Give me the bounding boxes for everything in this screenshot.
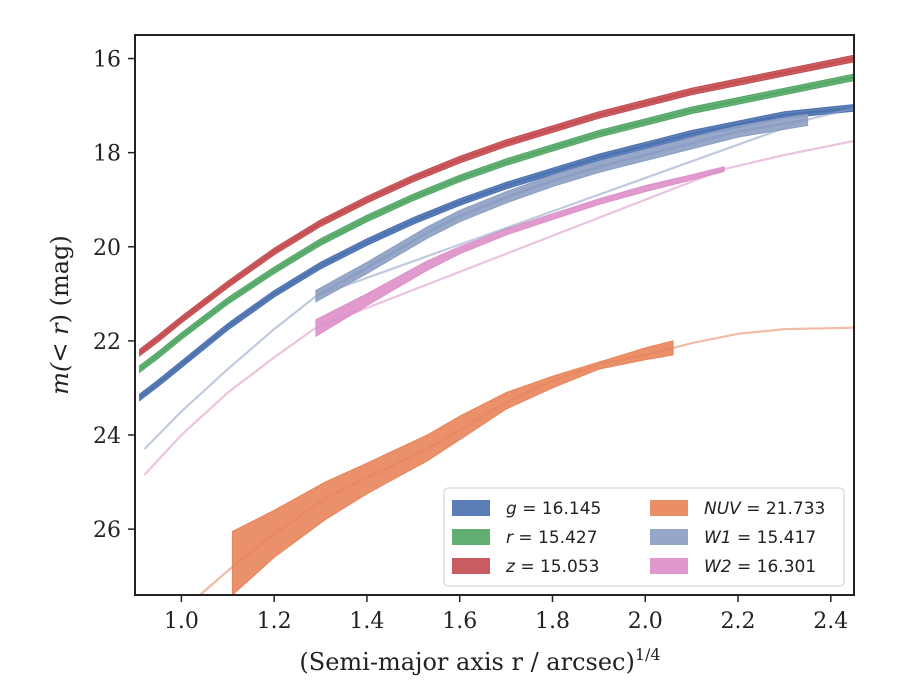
legend-label-w1: W1 = 15.417: [704, 528, 816, 548]
y-axis-label: m(< r) (mag): [46, 235, 74, 395]
series-z-line: [138, 57, 855, 354]
legend-label-r-value: = 15.427: [513, 528, 598, 548]
legend-frame: [443, 487, 845, 587]
y-tick-label: 20: [93, 236, 121, 261]
legend-label-z: z = 15.053: [505, 557, 599, 577]
x-axis-label: (Semi-major axis r / arcsec)1/4: [299, 645, 660, 676]
y-tick-label: 18: [93, 142, 121, 167]
legend-label-w2: W2 = 16.301: [704, 557, 816, 577]
legend-label-nuv: NUV = 21.733: [704, 499, 825, 519]
series-w1-line: [315, 118, 808, 298]
x-tick-label: 1.4: [349, 609, 384, 634]
legend-swatch-z: [452, 558, 490, 574]
y-tick-label: 26: [93, 518, 121, 543]
legend-label-z-value: = 15.053: [515, 557, 600, 577]
series-nuv-band: [231, 340, 674, 597]
series-lines: [138, 57, 855, 596]
series-nuv-extrapolation-line: [199, 326, 855, 596]
legend-label-w2-value: = 16.301: [732, 557, 817, 577]
y-axis-label-r: < r: [46, 322, 74, 363]
x-tick-label: 1.2: [257, 609, 292, 634]
y-axis-label-prefix: m(: [46, 362, 74, 395]
y-axis-label-suffix: ) (mag): [46, 235, 74, 323]
series-w2-extrapolation-line: [143, 139, 855, 476]
series-r-line: [138, 76, 855, 371]
legend-label-g-value: = 16.145: [517, 499, 602, 519]
x-tick-label: 1.6: [442, 609, 477, 634]
legend-label-g: g = 16.145: [506, 499, 601, 519]
series-w2-band: [315, 166, 725, 338]
plot-frame: [134, 34, 855, 596]
legend-swatch-r: [452, 529, 490, 545]
series-g-line: [138, 106, 855, 399]
y-axis-ticks: 16 18 20 22 24 26: [93, 48, 135, 543]
series-w1-band: [315, 113, 809, 303]
legend-label-z-name: z: [505, 557, 516, 577]
legend-label-w1-name: W1: [704, 528, 732, 548]
legend-swatch-w1: [650, 529, 688, 545]
x-axis-ticks: 1.0 1.2 1.4 1.6 1.8 2.0 2.2 2.4: [164, 595, 848, 634]
legend-swatch-g: [452, 500, 490, 516]
x-tick-label: 1.0: [164, 609, 199, 634]
y-tick-label: 24: [93, 424, 121, 449]
legend-label-g-name: g: [506, 499, 517, 519]
y-tick-label: 16: [93, 48, 121, 73]
x-tick-label: 2.0: [628, 609, 663, 634]
legend-label-r: r = 15.427: [506, 528, 598, 548]
x-axis-label-main: (Semi-major axis r / arcsec): [299, 648, 634, 676]
x-tick-label: 2.2: [721, 609, 756, 634]
legend-label-w2-name: W2: [704, 557, 732, 577]
legend-swatch-nuv: [650, 500, 688, 516]
y-tick-label: 22: [93, 330, 121, 355]
legend-label-w1-value: = 15.417: [732, 528, 817, 548]
legend-label-nuv-name: NUV: [704, 499, 742, 519]
legend-label-r-name: r: [506, 528, 514, 548]
x-tick-label: 1.8: [535, 609, 570, 634]
x-axis-label-exponent: 1/4: [635, 645, 661, 664]
x-tick-label: 2.4: [813, 609, 848, 634]
legend-label-nuv-value: = 21.733: [741, 499, 826, 519]
legend-swatch-w2: [650, 558, 688, 574]
